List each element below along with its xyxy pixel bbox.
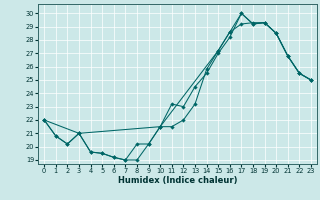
X-axis label: Humidex (Indice chaleur): Humidex (Indice chaleur)	[118, 176, 237, 185]
